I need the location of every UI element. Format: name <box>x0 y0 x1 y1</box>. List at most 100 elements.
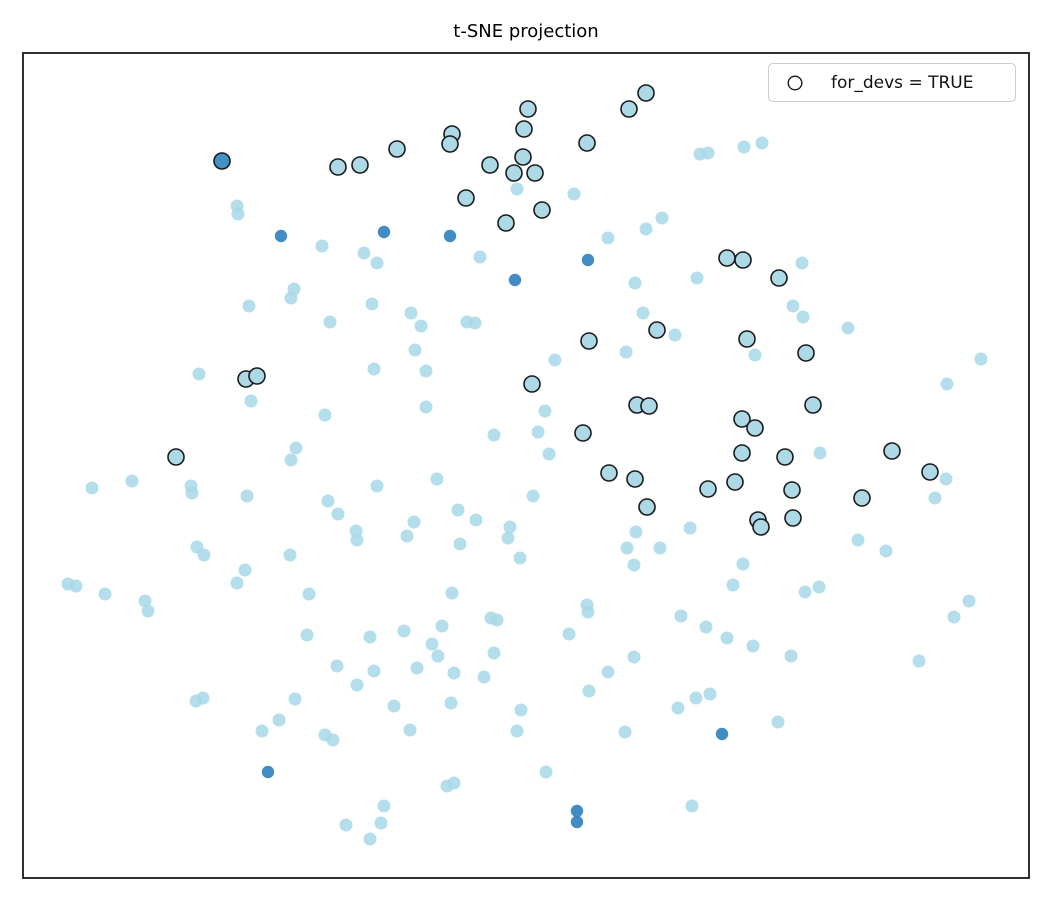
scatter-point <box>627 650 641 664</box>
scatter-point <box>377 225 391 239</box>
scatter-point <box>581 253 595 267</box>
scatter-point <box>367 362 381 376</box>
scatter-point <box>370 256 384 270</box>
scatter-point <box>685 799 699 813</box>
scatter-point <box>746 419 764 437</box>
scatter-point <box>620 100 638 118</box>
scatter-point <box>138 594 152 608</box>
scatter-point <box>726 578 740 592</box>
scatter-point <box>786 299 800 313</box>
scatter-point <box>921 463 939 481</box>
scatter-point <box>444 696 458 710</box>
scatter-point <box>167 448 185 466</box>
scatter-point <box>798 585 812 599</box>
scatter-point <box>940 377 954 391</box>
scatter-point <box>185 486 199 500</box>
scatter-point <box>879 544 893 558</box>
scatter-point <box>841 321 855 335</box>
scatter-point <box>377 799 391 813</box>
scatter-point <box>578 134 596 152</box>
scatter-point <box>302 587 316 601</box>
scatter-point <box>481 156 499 174</box>
scatter-point <box>526 164 544 182</box>
scatter-point <box>284 453 298 467</box>
scatter-point <box>447 666 461 680</box>
scatter-point <box>600 464 618 482</box>
scatter-point <box>255 724 269 738</box>
scatter-point <box>388 140 406 158</box>
scatter-point <box>813 446 827 460</box>
scatter-point <box>321 494 335 508</box>
scatter-point <box>468 316 482 330</box>
scatter-point <box>370 479 384 493</box>
scatter-point <box>323 315 337 329</box>
scatter-point <box>487 428 501 442</box>
scatter-point <box>510 724 524 738</box>
scatter-point <box>410 661 424 675</box>
scatter-point <box>230 576 244 590</box>
scatter-point <box>703 687 717 701</box>
scatter-point <box>487 646 501 660</box>
scatter-point <box>853 489 871 507</box>
scatter-point <box>701 146 715 160</box>
scatter-point <box>453 537 467 551</box>
scatter-point <box>350 533 364 547</box>
scatter-point <box>738 330 756 348</box>
scatter-point <box>533 201 551 219</box>
scatter-point <box>441 135 459 153</box>
scatter-point <box>514 148 532 166</box>
scatter-point <box>469 513 483 527</box>
scatter-point <box>726 473 744 491</box>
scatter-point <box>640 397 658 415</box>
scatter-point <box>414 319 428 333</box>
scatter-point <box>531 425 545 439</box>
scatter-point <box>272 713 286 727</box>
scatter-point <box>539 765 553 779</box>
scatter-point <box>261 765 275 779</box>
scatter-point <box>626 470 644 488</box>
scatter-point <box>397 624 411 638</box>
plot-frame <box>22 52 1030 879</box>
scatter-point <box>408 343 422 357</box>
scatter-point <box>637 84 655 102</box>
scatter-point <box>326 733 340 747</box>
scatter-point <box>283 548 297 562</box>
scatter-point <box>513 551 527 565</box>
scatter-point <box>715 727 729 741</box>
scatter-point <box>242 299 256 313</box>
scatter-point <box>451 503 465 517</box>
scatter-point <box>699 480 717 498</box>
scatter-point <box>519 100 537 118</box>
scatter-point <box>570 804 584 818</box>
scatter-point <box>274 229 288 243</box>
scatter-point <box>431 649 445 663</box>
scatter-point <box>736 557 750 571</box>
scatter-point <box>601 231 615 245</box>
scatter-point <box>797 344 815 362</box>
scatter-point <box>365 297 379 311</box>
scatter-point <box>690 271 704 285</box>
chart-title: t-SNE projection <box>453 21 599 42</box>
scatter-point <box>755 136 769 150</box>
scatter-point <box>939 472 953 486</box>
scatter-point <box>125 474 139 488</box>
scatter-point <box>653 541 667 555</box>
scatter-point <box>962 594 976 608</box>
scatter-point <box>69 579 83 593</box>
scatter-point <box>737 140 751 154</box>
scatter-point <box>339 818 353 832</box>
scatter-point <box>141 604 155 618</box>
scatter-point <box>351 156 369 174</box>
scatter-point <box>419 364 433 378</box>
scatter-point <box>628 276 642 290</box>
scatter-point <box>648 321 666 339</box>
scatter-point <box>98 587 112 601</box>
scatter-point <box>655 211 669 225</box>
scatter-point <box>683 521 697 535</box>
scatter-point <box>912 654 926 668</box>
scatter-point <box>284 291 298 305</box>
scatter-point <box>505 164 523 182</box>
scatter-point <box>443 229 457 243</box>
